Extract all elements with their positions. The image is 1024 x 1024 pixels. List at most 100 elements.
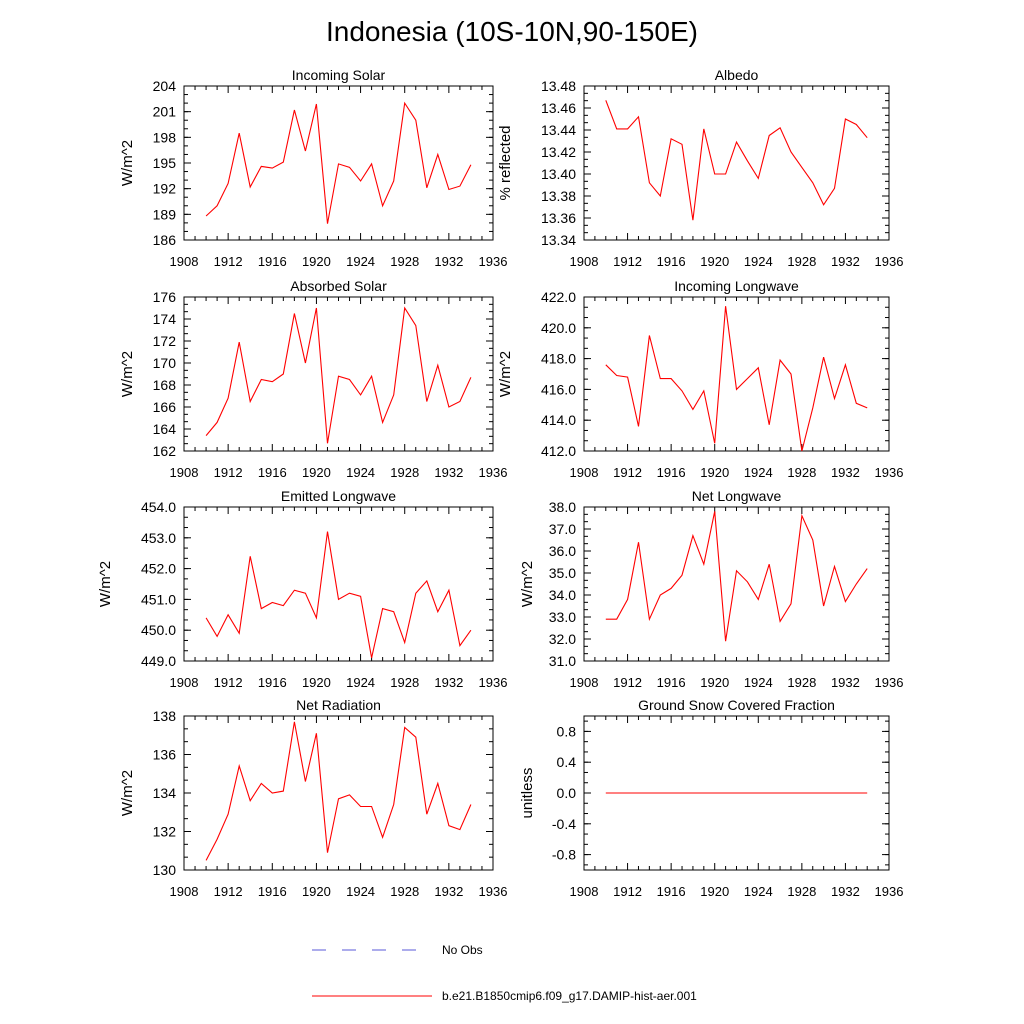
x-tick-label: 1920	[700, 465, 729, 480]
y-tick-label: 31.0	[549, 653, 576, 669]
x-tick-label: 1912	[613, 254, 642, 269]
y-tick-label: 192	[153, 181, 177, 197]
y-tick-label: 35.0	[549, 565, 576, 581]
y-tick-label: 37.0	[549, 521, 576, 537]
x-tick-label: 1932	[831, 254, 860, 269]
x-tick-label: 1928	[787, 884, 816, 899]
y-tick-label: 13.42	[541, 144, 576, 160]
x-tick-label: 1916	[258, 675, 287, 690]
y-tick-label: 195	[153, 155, 177, 171]
y-tick-label: 13.46	[541, 100, 576, 116]
x-tick-label: 1916	[657, 675, 686, 690]
panel-grid: Incoming Solar 1908 1912 1916 1920 1924 1928 19…	[97, 67, 903, 899]
x-tick-label: 1920	[700, 884, 729, 899]
y-tick-label: 0.0	[557, 785, 577, 801]
x-tick-label: 1920	[302, 254, 331, 269]
y-tick-label: 13.40	[541, 166, 576, 182]
y-tick-label: 0.8	[557, 723, 577, 739]
x-tick-label: 1920	[302, 884, 331, 899]
plot-frame	[583, 85, 890, 241]
x-tick-label: 1916	[258, 884, 287, 899]
panel-albedo: Albedo 1908 1912 1916 1920 1924 1928 1932 1936 13…	[497, 67, 903, 269]
y-tick-label: -0.4	[552, 816, 576, 832]
x-tick-label: 1928	[787, 254, 816, 269]
y-axis-label: unitless	[519, 768, 536, 819]
x-tick-label: 1912	[214, 675, 243, 690]
y-tick-label: 198	[153, 129, 177, 145]
x-tick-label: 1936	[479, 254, 508, 269]
y-tick-label: 450.0	[141, 622, 176, 638]
y-axis-label: W/m^2	[119, 351, 136, 397]
plot-frame	[183, 715, 494, 871]
x-tick-label: 1928	[390, 884, 419, 899]
y-tick-label: 36.0	[549, 543, 576, 559]
y-tick-label: 164	[153, 421, 177, 437]
y-axis-label: % reflected	[497, 125, 514, 200]
x-tick-label: 1912	[214, 884, 243, 899]
x-tick-label: 1908	[170, 884, 199, 899]
y-tick-label: 136	[153, 747, 177, 763]
x-tick-label: 1908	[570, 254, 599, 269]
x-tick-label: 1912	[613, 675, 642, 690]
x-tick-label: 1908	[570, 884, 599, 899]
x-tick-label: 1936	[479, 675, 508, 690]
plot-frame	[183, 296, 494, 452]
panel-title: Albedo	[715, 67, 759, 83]
panel-absorbed-solar: Absorbed Solar 1908 1912 1916 1920 1924 1928 19…	[119, 278, 507, 480]
y-tick-label: 34.0	[549, 587, 576, 603]
plot-frame	[583, 506, 890, 662]
y-axis-label: W/m^2	[519, 561, 536, 607]
x-tick-label: 1924	[346, 884, 375, 899]
y-tick-label: 13.48	[541, 78, 576, 94]
panel-incoming-solar: Incoming Solar 1908 1912 1916 1920 1924 1928 19…	[119, 67, 507, 269]
x-tick-label: 1928	[787, 465, 816, 480]
x-tick-label: 1936	[875, 675, 904, 690]
series-line	[205, 306, 472, 444]
x-tick-label: 1932	[434, 884, 463, 899]
y-tick-label: 134	[153, 785, 177, 801]
y-tick-label: 176	[153, 289, 177, 305]
panel-incoming-longwave: Incoming Longwave 1908 1912 1916 1920 1924 192…	[497, 278, 903, 480]
x-tick-label: 1920	[700, 254, 729, 269]
x-tick-label: 1928	[390, 675, 419, 690]
panel-net-radiation: Net Radiation 1908 1912 1916 1920 1924 1928 193…	[119, 697, 507, 899]
panel-ground-snow-covered-fraction: Ground Snow Covered Fraction 1908 1912 1916…	[519, 697, 903, 899]
panel-title: Incoming Longwave	[674, 278, 799, 294]
panel-title: Absorbed Solar	[290, 278, 387, 294]
y-tick-label: 13.34	[541, 232, 576, 248]
y-tick-label: 172	[153, 333, 177, 349]
y-tick-label: 454.0	[141, 499, 176, 515]
panel-title: Incoming Solar	[292, 67, 386, 83]
y-tick-label: 452.0	[141, 561, 176, 577]
y-tick-label: 130	[153, 862, 177, 878]
y-tick-label: 0.4	[557, 754, 577, 770]
y-tick-label: 13.36	[541, 210, 576, 226]
x-tick-label: 1932	[434, 675, 463, 690]
x-tick-label: 1928	[787, 675, 816, 690]
y-tick-label: -0.8	[552, 847, 576, 863]
series-line	[605, 511, 868, 642]
y-tick-label: 38.0	[549, 499, 576, 515]
x-tick-label: 1916	[258, 254, 287, 269]
y-tick-label: 33.0	[549, 609, 576, 625]
x-tick-label: 1924	[744, 465, 773, 480]
y-tick-label: 170	[153, 355, 177, 371]
y-tick-label: 132	[153, 824, 177, 840]
x-tick-label: 1920	[700, 675, 729, 690]
plot-frame	[183, 85, 494, 241]
x-tick-label: 1908	[170, 675, 199, 690]
y-tick-label: 201	[153, 104, 177, 120]
x-tick-label: 1936	[875, 884, 904, 899]
x-tick-label: 1912	[613, 465, 642, 480]
x-tick-label: 1936	[479, 465, 508, 480]
y-tick-label: 451.0	[141, 591, 176, 607]
figure-title: Indonesia (10S-10N,90-150E)	[326, 16, 698, 47]
y-axis-label: W/m^2	[497, 351, 514, 397]
series-line	[205, 531, 472, 659]
x-tick-label: 1908	[570, 675, 599, 690]
x-tick-label: 1932	[434, 465, 463, 480]
x-tick-label: 1936	[479, 884, 508, 899]
x-tick-label: 1916	[657, 254, 686, 269]
series-line	[605, 100, 868, 221]
y-tick-label: 204	[153, 78, 177, 94]
